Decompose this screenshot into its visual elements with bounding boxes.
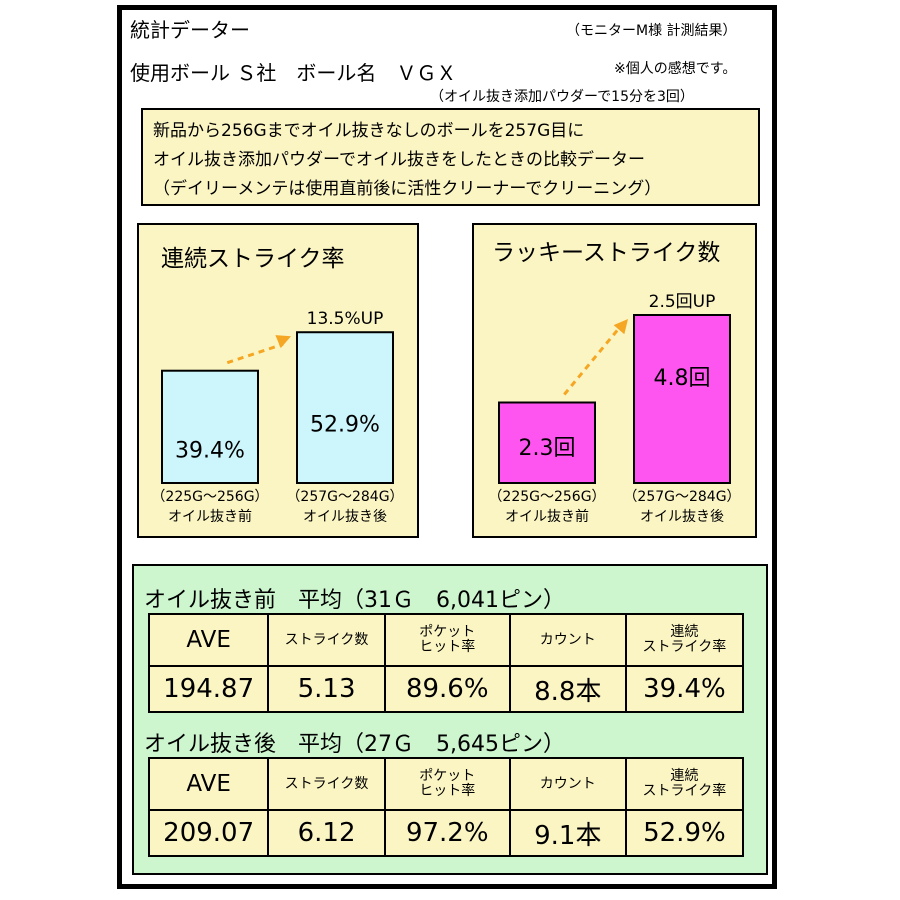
chart-panel-streak: 連続ストライク率 39.4% （225G～256G） オイル抜き前 52.9% （257… (137, 223, 419, 538)
summary-before-title: オイル抜き前 平均（31Ｇ 6,041ピン） (144, 588, 565, 613)
info-line: （デイリーメンテは使用直前後に活性クリーナーでクリーニング） (153, 179, 662, 199)
header-cell: ストライク数 (267, 757, 386, 811)
info-line: オイル抜き添加パウダーでオイル抜きをしたときの比較データー (153, 150, 645, 170)
value-cell: 52.9% (624, 809, 745, 857)
category-label: オイル抜き後 (640, 509, 724, 525)
value-cell: 39.4% (624, 665, 745, 713)
value-cell: 8.8本 (508, 665, 627, 713)
bar (633, 314, 731, 484)
data-label: 2.3回 (519, 436, 576, 461)
annotation-label: 13.5%UP (307, 309, 384, 329)
summary-box: オイル抜き前 平均（31Ｇ 6,041ピン） AVE ストライク数 ポケット ヒ… (132, 564, 768, 875)
chart-panel-lucky: ラッキーストライク数 2.3回 （225G～256G） オイル抜き前 4.8回 （257… (472, 223, 757, 538)
header-cell: カウント (508, 613, 627, 667)
value-cell: 209.07 (147, 809, 270, 857)
category-label: （225G～256G） (488, 489, 605, 505)
value-cell: 89.6% (383, 665, 511, 713)
method-note: （オイル抜き添加パウダーで15分を3回） (430, 89, 694, 105)
header-cell: 連続 ストライク率 (624, 613, 745, 667)
header-cell: ストライク数 (267, 613, 386, 667)
info-box: 新品から256Gまでオイル抜きなしのボールを257G目に オイル抜き添加パウダー… (141, 108, 760, 206)
value-cell: 6.12 (267, 809, 386, 857)
header-cell: AVE (147, 757, 270, 811)
annotation-label: 2.5回UP (649, 292, 716, 312)
summary-before-table: AVE ストライク数 ポケット ヒット率 カウント 連続 ストライク率 194.… (147, 613, 745, 713)
bar (161, 369, 259, 485)
category-label: （257G～284G） (286, 489, 403, 505)
data-label: 52.9% (310, 413, 380, 438)
bar (498, 401, 596, 484)
data-label: 4.8回 (654, 366, 711, 391)
chart-streak: 39.4% （225G～256G） オイル抜き前 52.9% （257G～284G） オイ… (151, 309, 403, 525)
summary-after-title: オイル抜き後 平均（27Ｇ 5,645ピン） (144, 732, 565, 757)
category-label: （225G～256G） (151, 489, 268, 505)
info-line: 新品から256Gまでオイル抜きなしのボールを257G目に (153, 121, 585, 141)
category-label: オイル抜き前 (505, 508, 589, 525)
personal-note: ※個人の感想です。 (614, 61, 737, 77)
chart-title: ラッキーストライク数 (492, 240, 721, 266)
value-cell: 5.13 (267, 665, 386, 713)
header-cell: ポケット ヒット率 (383, 757, 511, 811)
page-title: 統計データー (130, 18, 250, 42)
data-label: 39.4% (175, 439, 245, 464)
value-cell: 194.87 (147, 665, 270, 713)
trend-arrow-line (226, 342, 284, 365)
value-cell: 9.1本 (508, 809, 627, 857)
header-cell: 連続 ストライク率 (624, 757, 745, 811)
monitor-note: （モニターM様 計測結果） (566, 23, 737, 39)
header-cell: ポケット ヒット率 (383, 613, 511, 667)
trend-arrow-head (613, 319, 628, 335)
ball-line: 使用ボール Ｓ社 ボール名 ＶＧＸ (130, 61, 457, 85)
header-cell: カウント (508, 757, 627, 811)
bar (296, 331, 394, 484)
category-label: オイル抜き前 (168, 508, 252, 525)
summary-after-table: AVE ストライク数 ポケット ヒット率 カウント 連続 ストライク率 209.… (147, 757, 745, 857)
trend-arrow-head (275, 335, 291, 349)
chart-title: 連続ストライク率 (161, 246, 345, 272)
header-cell: AVE (147, 613, 270, 667)
category-label: オイル抜き後 (303, 509, 387, 525)
value-cell: 97.2% (383, 809, 511, 857)
category-label: （257G～284G） (623, 489, 740, 505)
trend-arrow-line (563, 326, 622, 396)
chart-lucky: 2.3回 （225G～256G） オイル抜き前 4.8回 （257G～284G） オイル抜… (488, 292, 740, 525)
